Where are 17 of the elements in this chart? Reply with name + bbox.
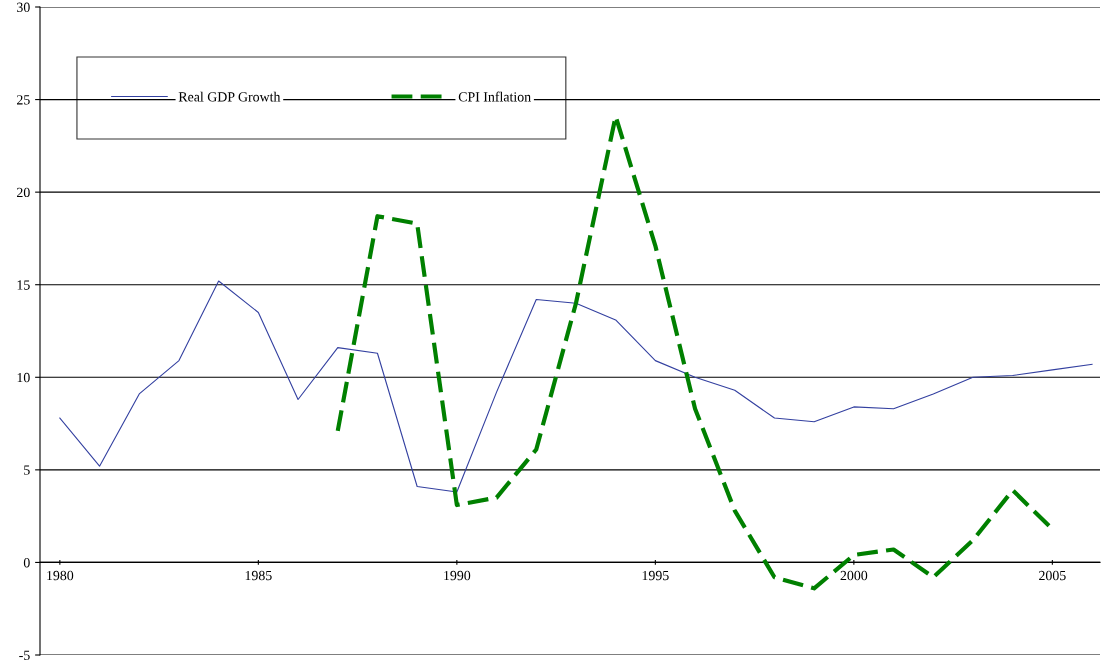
x-tick-label: 1980 xyxy=(47,570,74,581)
y-tick-label: 15 xyxy=(17,280,30,290)
x-tick-label: 2000 xyxy=(840,570,868,581)
y-tick-label: 0 xyxy=(23,558,30,568)
x-tick-label: 1985 xyxy=(245,570,272,581)
legend-label: Real GDP Growth xyxy=(178,91,281,102)
y-tick-label: 30 xyxy=(17,2,30,12)
x-tick-label: 1995 xyxy=(642,570,669,581)
x-tick-label: 1990 xyxy=(444,570,471,581)
line-series xyxy=(59,280,1093,493)
y-tick-label: 5 xyxy=(24,465,30,475)
x-tick-label: 2005 xyxy=(1039,570,1066,581)
y-tick-label: 20 xyxy=(17,187,30,198)
y-tick-label: 10 xyxy=(17,372,30,383)
legend-label: CPI Inflation xyxy=(458,91,531,102)
y-tick-label: -5 xyxy=(19,650,30,660)
y-tick-label: 25 xyxy=(17,95,30,105)
